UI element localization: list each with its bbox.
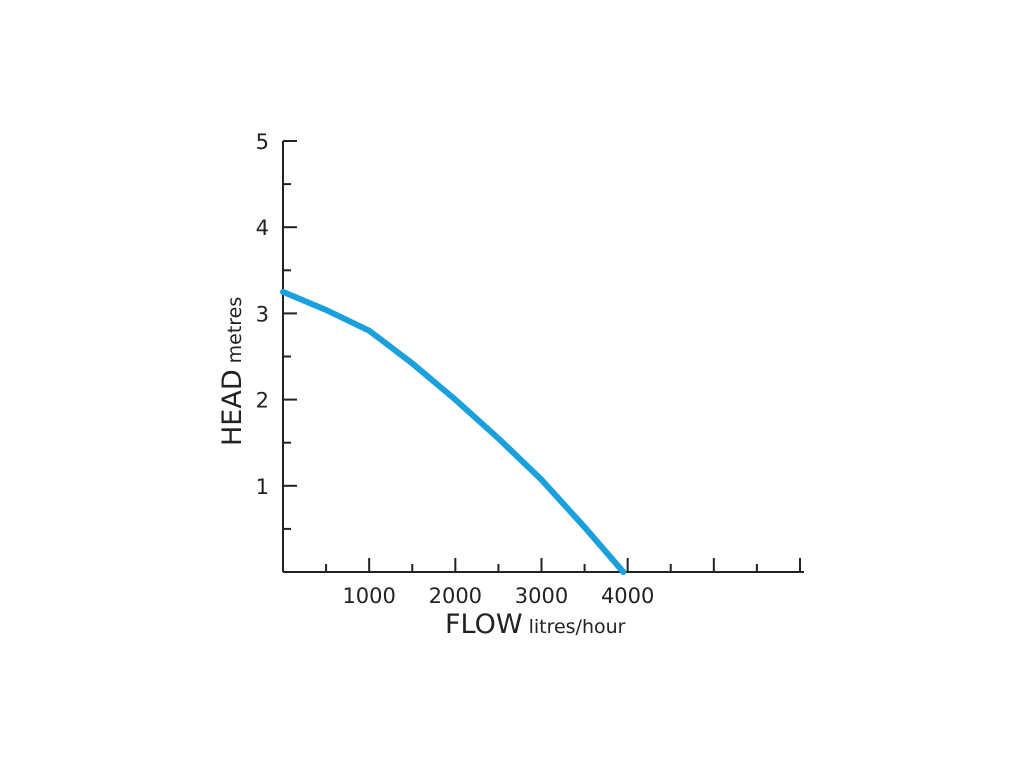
x-label-main: FLOW	[445, 609, 523, 640]
x-tick-label: 1000	[342, 584, 395, 608]
x-axis-label: FLOW litres/hour	[445, 609, 626, 640]
flow-curve	[280, 288, 627, 575]
x-tick-label: 2000	[429, 584, 482, 608]
y-tick-label: 4	[256, 216, 269, 240]
x-tick-label: 3000	[515, 584, 568, 608]
y-label-unit: metres	[224, 297, 246, 364]
y-tick-label: 1	[256, 475, 269, 499]
x-label-unit: litres/hour	[529, 616, 626, 638]
y-label-main: HEAD	[217, 369, 248, 446]
y-tick-label: 3	[256, 302, 269, 326]
y-axis-label: HEAD metres	[217, 297, 248, 446]
x-tick-label: 4000	[601, 584, 654, 608]
y-tick-label: 5	[256, 130, 269, 154]
y-tick-label: 2	[256, 389, 269, 413]
